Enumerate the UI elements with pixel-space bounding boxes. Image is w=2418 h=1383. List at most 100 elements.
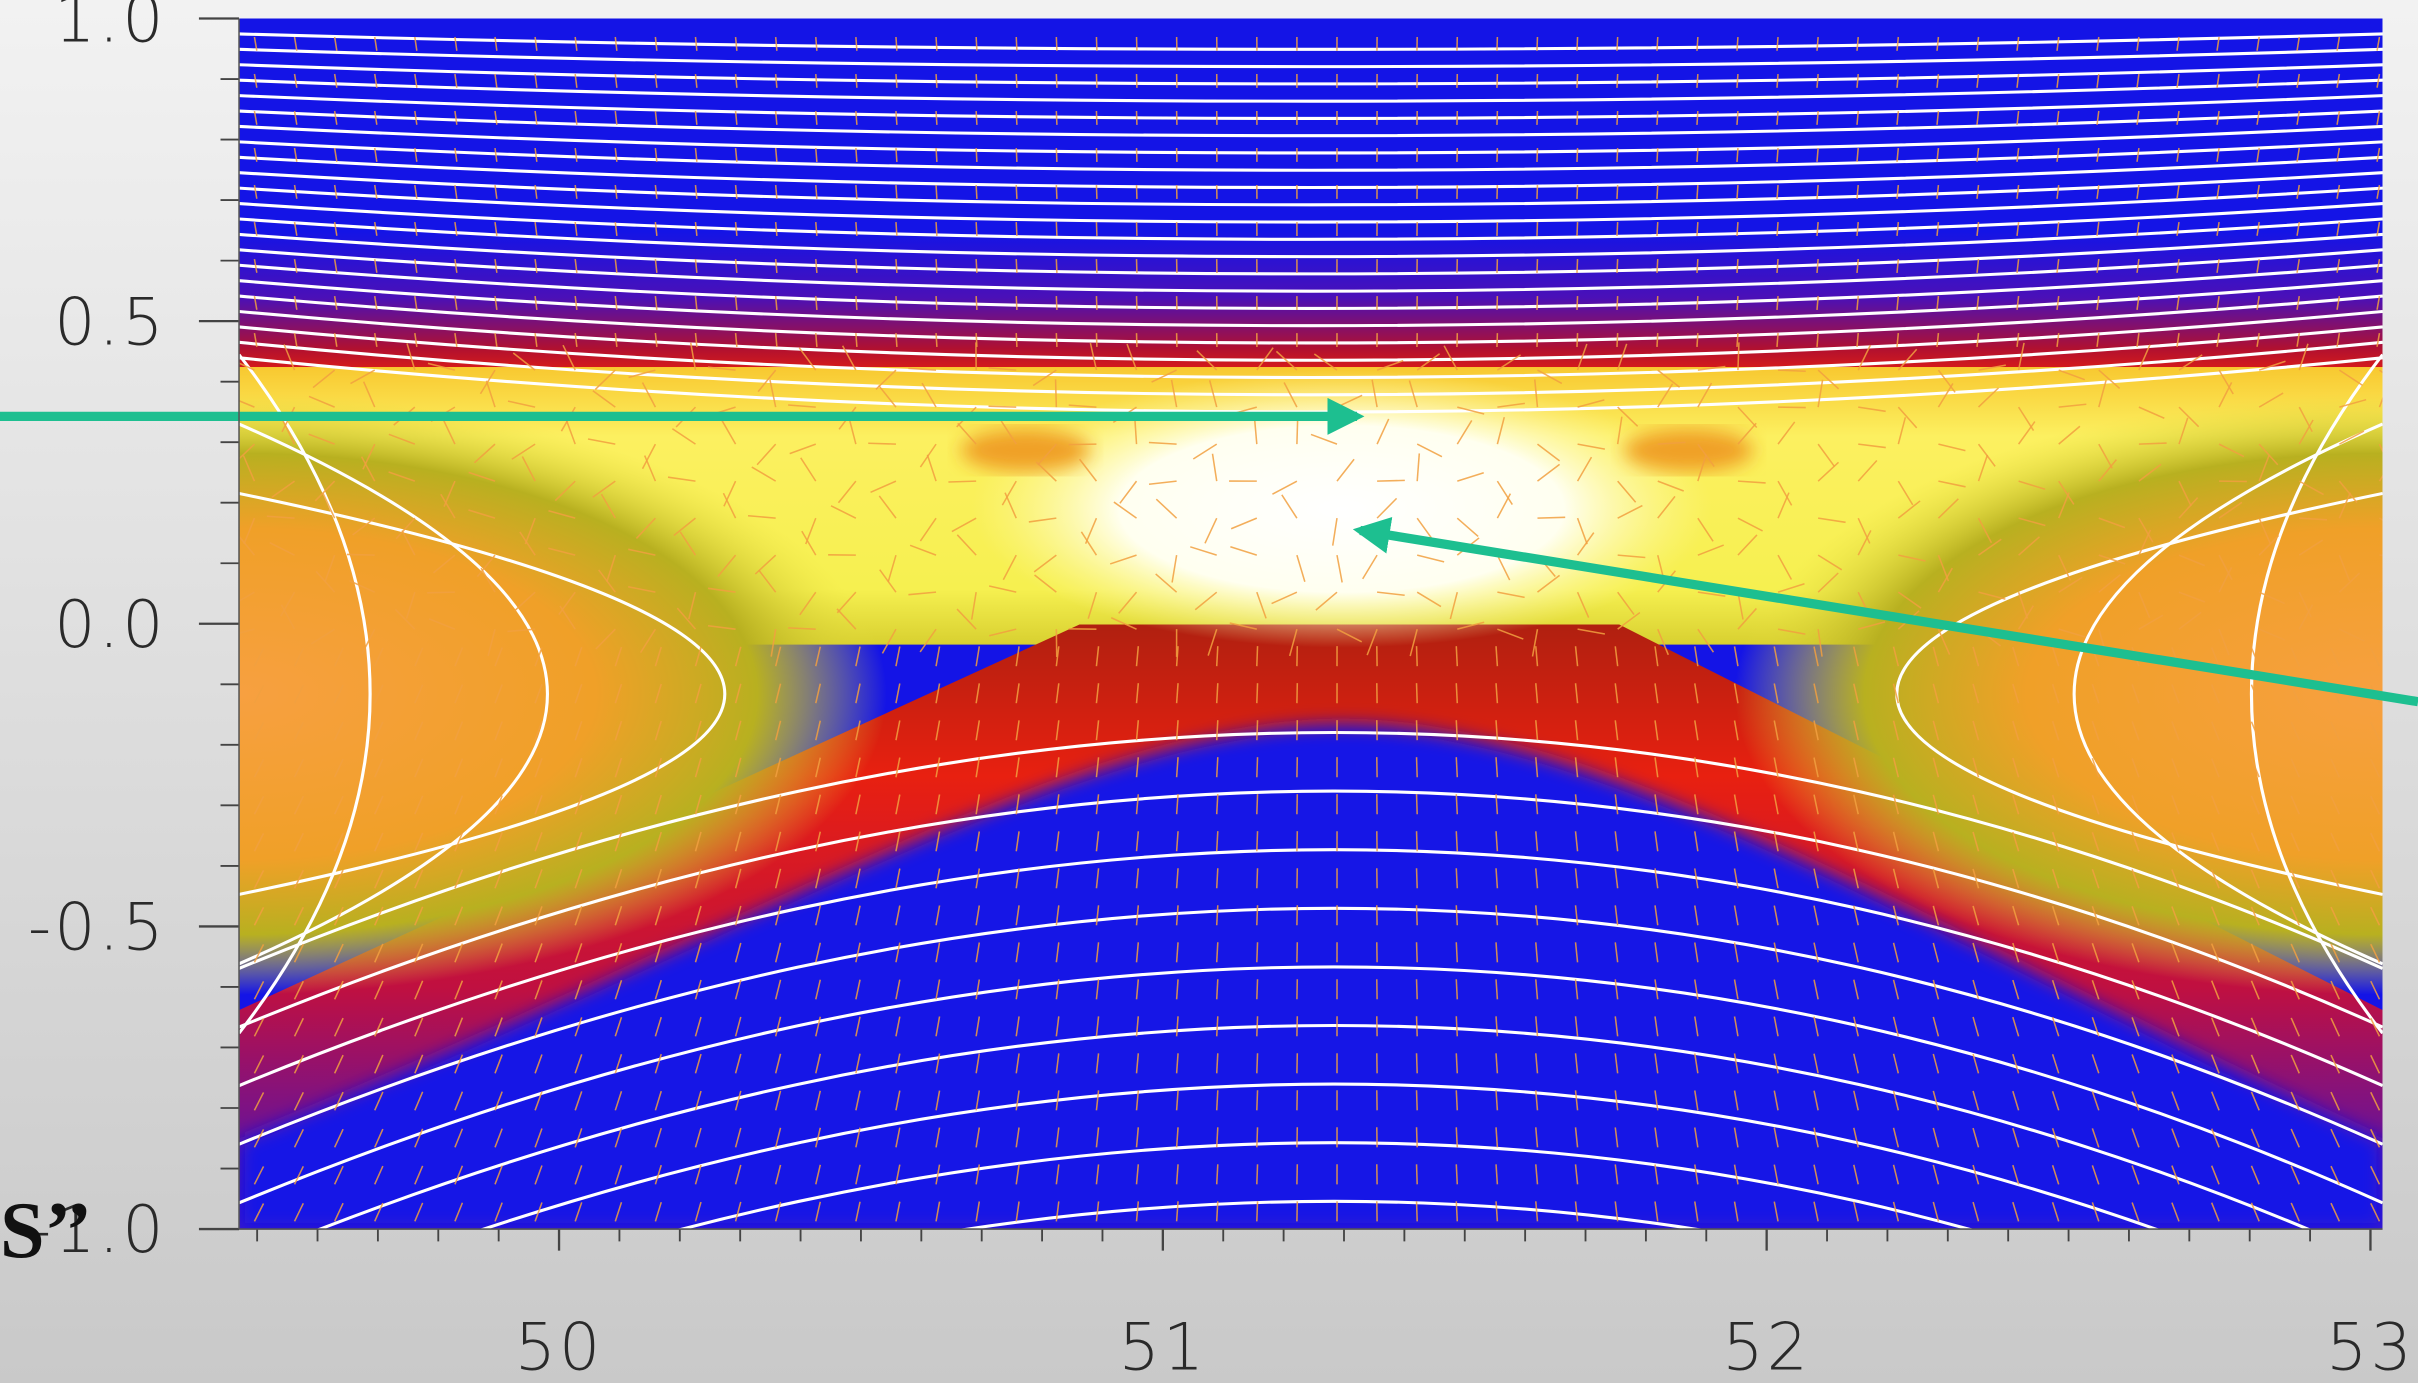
- vector: [1536, 185, 1539, 199]
- vector: [935, 333, 938, 347]
- vector: [2138, 614, 2164, 630]
- vector: [2012, 942, 2020, 963]
- vector: [2138, 591, 2151, 619]
- vector: [1155, 573, 1178, 593]
- vector: [293, 832, 305, 852]
- vector: [280, 591, 296, 617]
- vector: [1576, 36, 1579, 51]
- vector: [253, 258, 258, 273]
- vector: [654, 794, 662, 815]
- vector: [1853, 1164, 1859, 1185]
- vector: [1818, 517, 1846, 524]
- vector: [815, 184, 818, 199]
- vector: [2178, 406, 2200, 428]
- vector: [1055, 868, 1060, 889]
- vector: [281, 418, 296, 445]
- vector: [935, 110, 938, 125]
- vector: [333, 647, 344, 667]
- vector: [574, 1202, 583, 1222]
- vector: [2171, 721, 2180, 741]
- vector: [1696, 110, 1699, 125]
- vector: [895, 942, 901, 963]
- vector: [1656, 110, 1659, 125]
- vector: [1055, 1016, 1060, 1037]
- vector: [1972, 1201, 1980, 1222]
- field-line: [239, 848, 2383, 1088]
- vector: [1932, 720, 1940, 741]
- vector: [2012, 1090, 2020, 1111]
- vector: [815, 905, 822, 926]
- vector: [2250, 869, 2260, 889]
- vector: [333, 980, 344, 1000]
- vector: [574, 73, 578, 88]
- vector: [1495, 1164, 1499, 1185]
- vector: [895, 147, 898, 162]
- vector: [2370, 980, 2381, 1000]
- vector: [2051, 1202, 2060, 1222]
- vector: [2296, 258, 2301, 273]
- vector: [1972, 1090, 1980, 1111]
- vector: [1853, 831, 1859, 852]
- vector: [1055, 148, 1058, 162]
- vector: [1109, 554, 1137, 565]
- vector: [269, 542, 295, 556]
- vector: [594, 369, 616, 390]
- vector: [654, 868, 662, 889]
- vector: [975, 110, 978, 125]
- vector: [2210, 684, 2220, 704]
- vector: [315, 570, 336, 593]
- vector: [654, 221, 658, 236]
- vector: [2336, 184, 2341, 199]
- vector: [855, 1201, 861, 1222]
- field-line: [239, 94, 2383, 120]
- vector: [1175, 1016, 1179, 1037]
- vector: [454, 647, 464, 667]
- vector: [1497, 591, 1525, 599]
- vector: [2370, 1165, 2381, 1185]
- vector: [1055, 905, 1060, 926]
- vector: [1078, 458, 1098, 482]
- vector: [1737, 422, 1757, 445]
- vector: [440, 493, 456, 519]
- vector: [1095, 1201, 1100, 1222]
- vector: [1055, 794, 1060, 815]
- vector: [654, 831, 662, 852]
- vector: [1175, 905, 1179, 926]
- vector: [734, 905, 742, 926]
- vector: [374, 1091, 384, 1111]
- vector: [333, 684, 344, 704]
- vector: [1496, 554, 1511, 581]
- vector: [1813, 646, 1819, 667]
- vector: [1055, 831, 1060, 852]
- vector: [1776, 296, 1779, 310]
- vector: [2290, 1017, 2300, 1037]
- vector: [454, 221, 458, 236]
- y-tick-label: 0.0: [54, 588, 166, 663]
- vector: [1697, 544, 1724, 556]
- vector: [1271, 591, 1298, 605]
- vector: [374, 832, 384, 852]
- vector: [1537, 443, 1561, 462]
- vector: [1733, 1016, 1739, 1037]
- vector: [2176, 36, 2180, 51]
- vector: [1315, 591, 1338, 611]
- vector: [2336, 36, 2341, 51]
- vector: [1696, 222, 1699, 236]
- vector: [293, 1202, 305, 1222]
- y-tick-label: 0.5: [54, 285, 166, 360]
- vector: [1733, 979, 1739, 1000]
- vector: [2296, 295, 2301, 310]
- vector: [614, 73, 618, 88]
- vector: [855, 1127, 861, 1148]
- vector: [374, 647, 384, 667]
- vector: [895, 296, 898, 310]
- vector: [1777, 492, 1790, 519]
- vector: [494, 221, 498, 236]
- vector: [1256, 347, 1274, 371]
- vector: [414, 1128, 424, 1148]
- vector: [1733, 757, 1739, 778]
- vector: [2290, 943, 2300, 963]
- vector: [1656, 185, 1659, 199]
- field-line: [239, 789, 2383, 1029]
- vector: [1495, 1201, 1499, 1222]
